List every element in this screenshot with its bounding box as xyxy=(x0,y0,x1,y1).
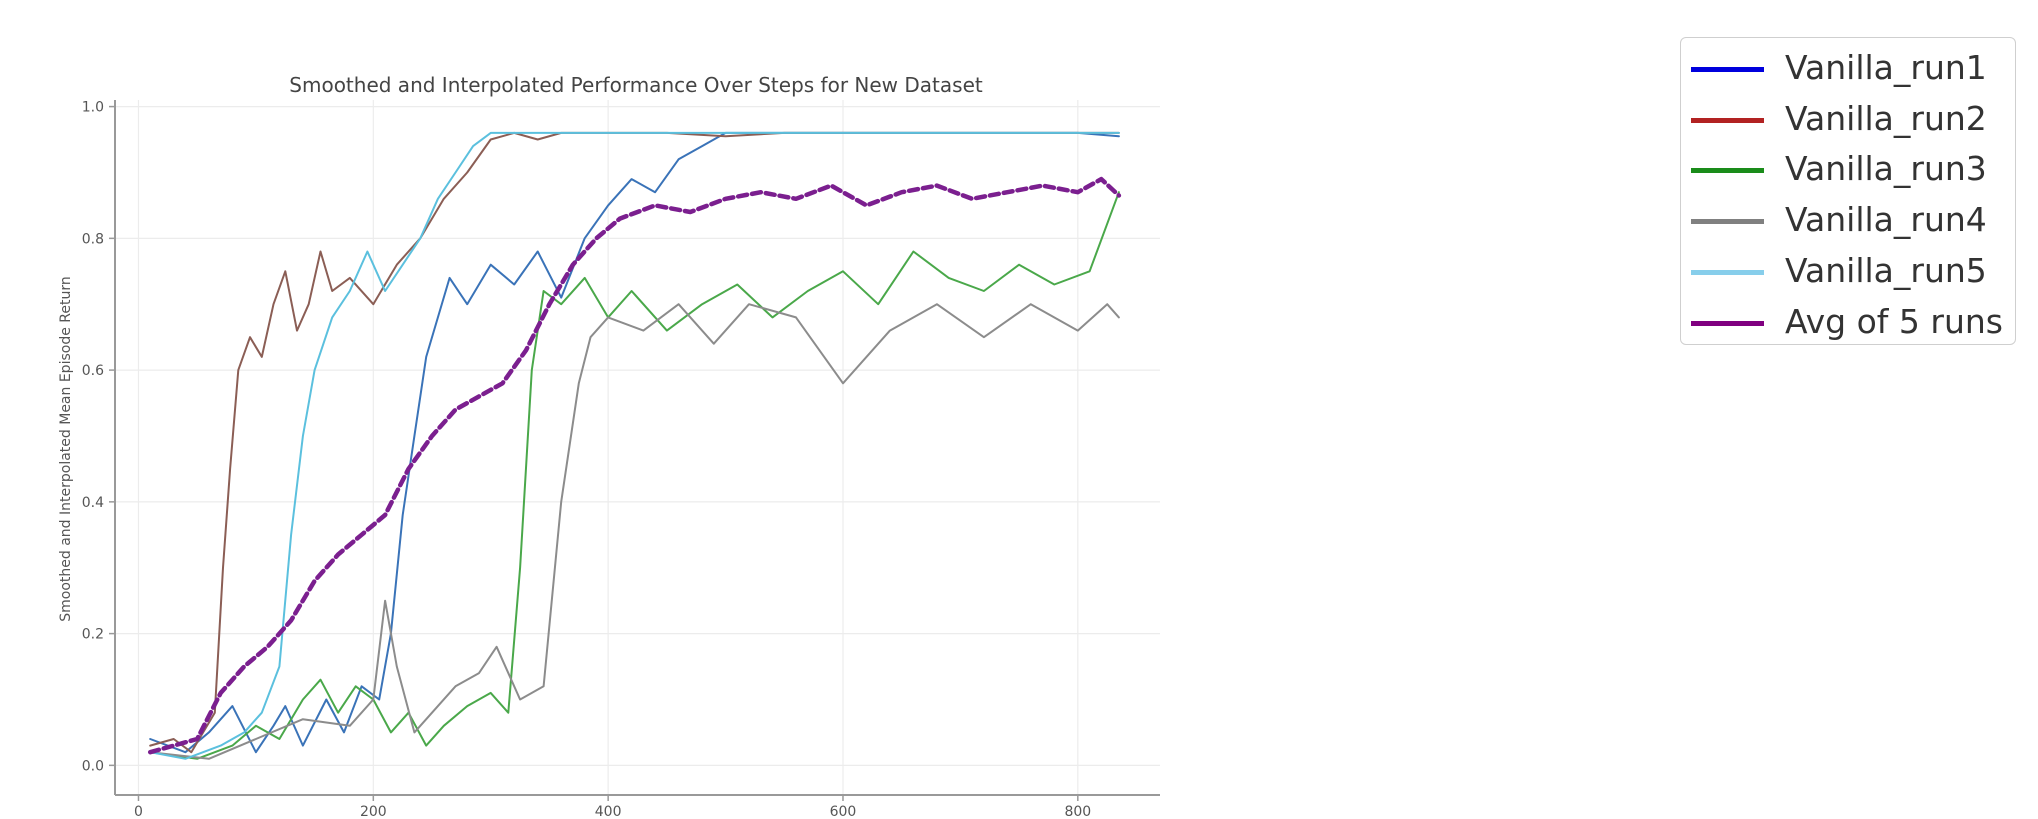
legend-swatch xyxy=(1691,117,1764,123)
legend-swatch xyxy=(1691,320,1764,326)
y-tick-label: 0.8 xyxy=(82,231,104,247)
legend-item: Vanilla_run4 xyxy=(1681,196,2015,246)
legend-swatch xyxy=(1691,168,1764,174)
legend-swatch xyxy=(1691,269,1764,275)
series-line-5 xyxy=(149,131,1120,760)
series-line-6 xyxy=(147,176,1122,755)
legend-label: Vanilla_run5 xyxy=(1785,250,1987,290)
y-tick-label: 1.0 xyxy=(82,100,104,116)
y-tick-label: 0.6 xyxy=(82,363,104,379)
x-tick-label: 800 xyxy=(1064,804,1091,819)
legend-label: Vanilla_run4 xyxy=(1785,200,1987,240)
x-tick-label: 0 xyxy=(134,804,143,819)
legend-item: Vanilla_run5 xyxy=(1681,247,2015,297)
x-tick-label: 200 xyxy=(360,804,387,819)
legend-swatch xyxy=(1691,219,1764,225)
y-tick-label: 0.4 xyxy=(82,495,104,511)
y-axis-label: Smoothed and Interpolated Mean Episode R… xyxy=(58,276,74,621)
legend-item: Avg of 5 runs xyxy=(1681,298,2015,348)
chart-title: Smoothed and Interpolated Performance Ov… xyxy=(289,73,983,97)
legend-label: Vanilla_run2 xyxy=(1785,98,1987,138)
series-line-1 xyxy=(149,131,1120,754)
y-tick-label: 0.0 xyxy=(82,758,104,774)
y-tick-label: 0.2 xyxy=(82,627,104,643)
axes xyxy=(109,100,1160,801)
series-line-3 xyxy=(149,191,1120,760)
legend-label: Vanilla_run1 xyxy=(1785,48,1987,87)
legend-item: Vanilla_run2 xyxy=(1681,95,2015,145)
series-lines xyxy=(147,131,1122,760)
series-line-4 xyxy=(149,303,1120,760)
legend-label: Vanilla_run3 xyxy=(1785,149,1987,189)
tick-labels: 0 200 400 600 800 0.0 0.2 0.4 0.6 0.8 1.0 xyxy=(82,100,1091,819)
legend-item: Vanilla_run3 xyxy=(1681,145,2015,195)
x-tick-label: 600 xyxy=(830,804,857,819)
series-line-2 xyxy=(149,131,1120,754)
grid-lines xyxy=(115,100,1160,795)
legend-item: Vanilla_run1 xyxy=(1681,44,2015,94)
x-tick-label: 400 xyxy=(595,804,622,819)
legend-swatch xyxy=(1691,67,1764,72)
legend-label: Avg of 5 runs xyxy=(1785,301,2003,341)
legend: Vanilla_run1 Vanilla_run2 Vanilla_run3 Vani… xyxy=(1680,37,2016,345)
